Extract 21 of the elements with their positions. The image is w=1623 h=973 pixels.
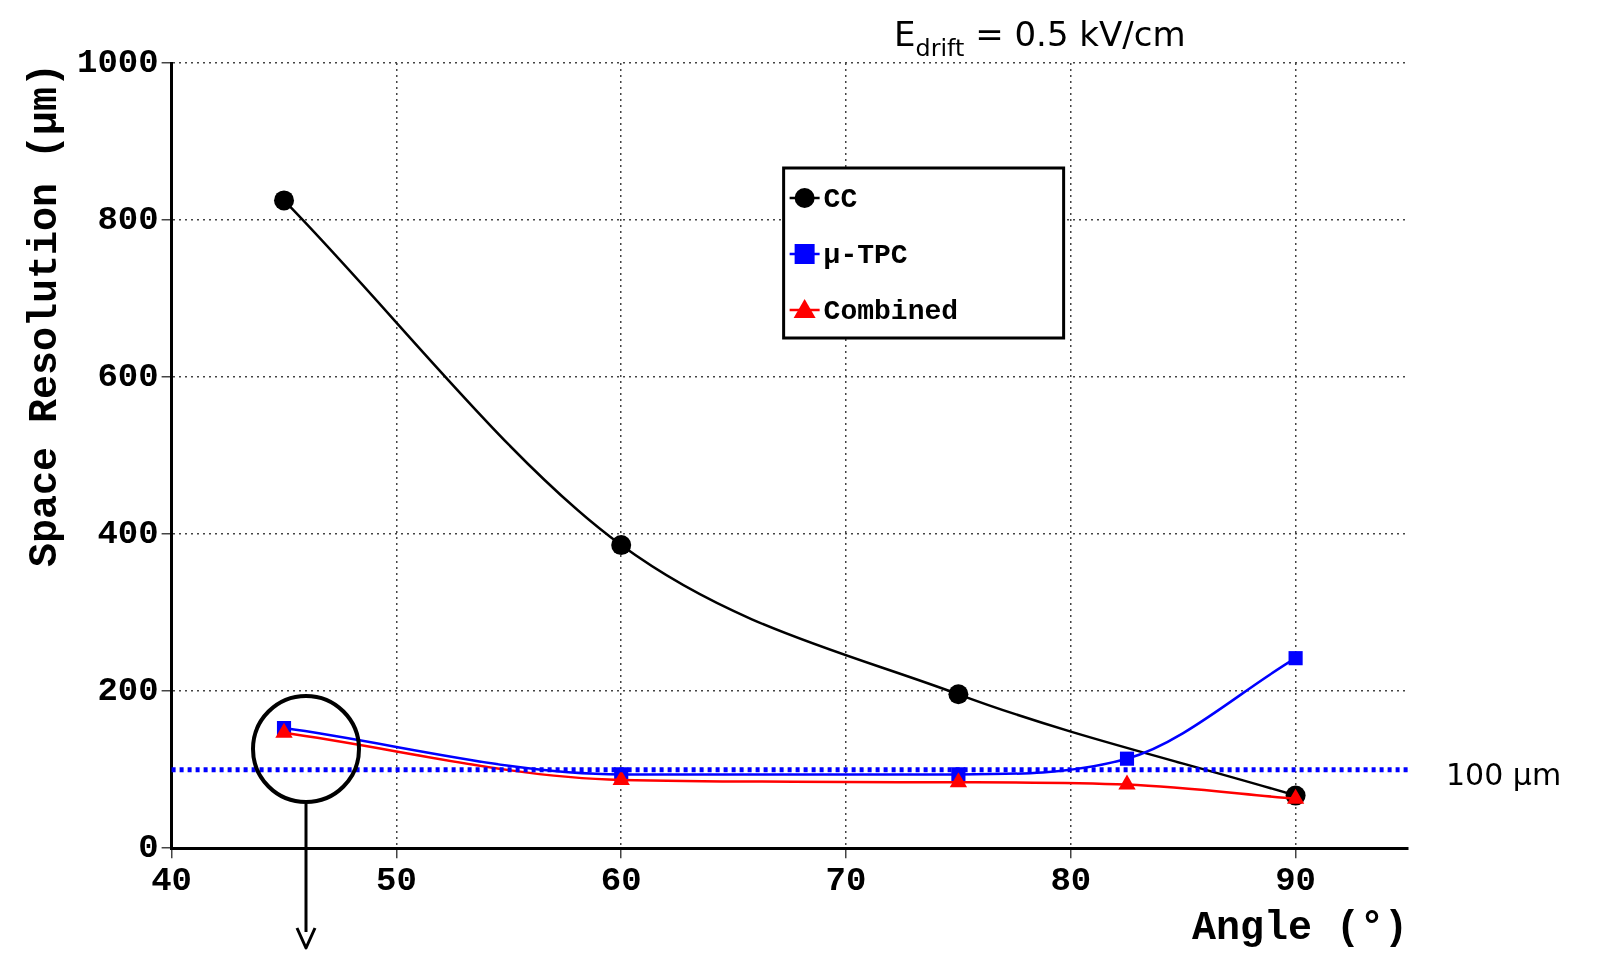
- point: [1119, 751, 1135, 766]
- y-axis-title: Space Resolution (µm): [23, 63, 69, 568]
- y-tick-label: 800: [97, 200, 159, 239]
- x-tick-label: 70: [825, 862, 867, 901]
- y-tick-label: 400: [97, 514, 159, 553]
- legend-label: µ-TPC: [823, 240, 908, 272]
- legend-label: Combined: [823, 296, 959, 328]
- y-tick-label: 1000: [76, 43, 159, 82]
- x-tick-label: 60: [600, 862, 642, 901]
- point: [1288, 651, 1303, 666]
- point: [948, 684, 969, 705]
- x-tick-label: 90: [1275, 862, 1317, 901]
- x-tick-label: 80: [1050, 862, 1092, 901]
- legend-label: CC: [823, 184, 858, 216]
- y-tick-label: 200: [97, 671, 159, 710]
- x-tick-label: 50: [376, 862, 417, 901]
- y-tick-label: 600: [97, 357, 159, 396]
- point: [611, 535, 632, 556]
- point: [274, 190, 295, 211]
- ref-line-label: 100 µm: [1446, 757, 1562, 793]
- x-axis-title: Angle (°): [1191, 906, 1408, 952]
